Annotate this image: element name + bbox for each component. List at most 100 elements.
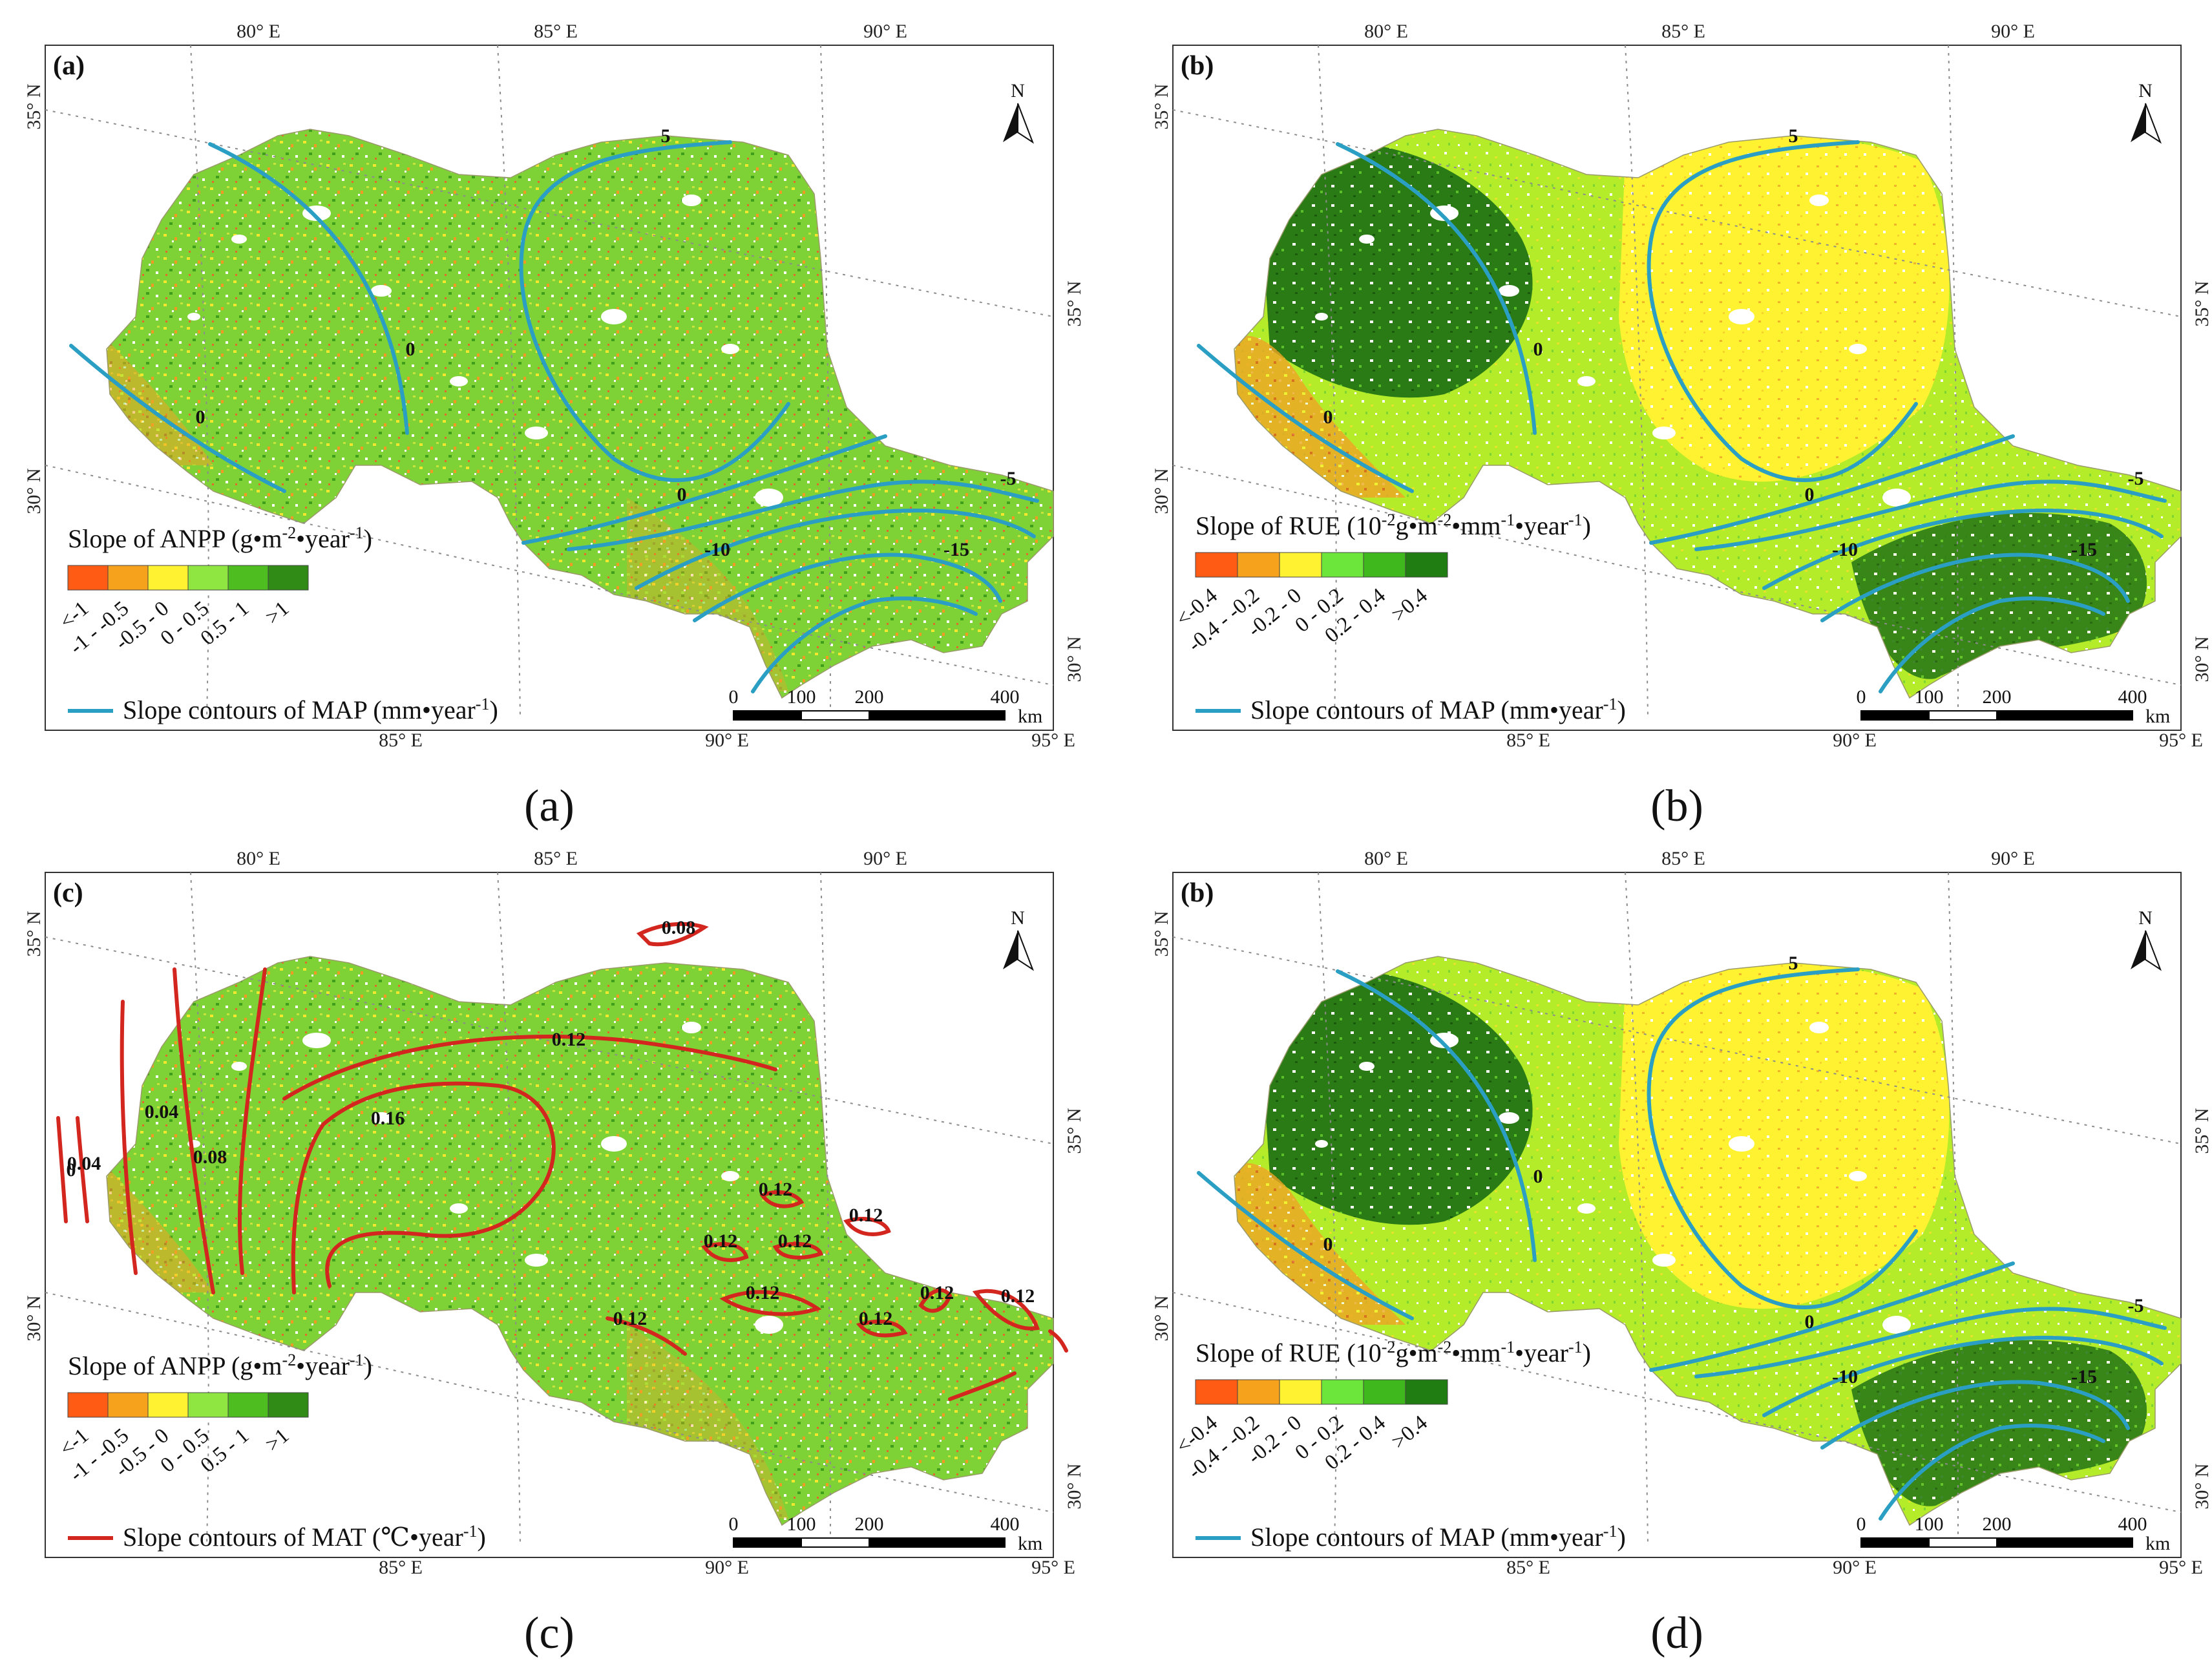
north-label: N (1011, 907, 1025, 929)
lon-label-top: 90° E (863, 848, 907, 869)
legend-swatch (1195, 552, 1238, 578)
contour-value: 0 (677, 484, 687, 505)
contour-value: 0.12 (920, 1282, 954, 1303)
lake (525, 427, 548, 439)
lake (450, 1203, 468, 1214)
contour-line (1820, 1380, 2130, 1450)
scale-tick: 400 (2118, 686, 2147, 708)
lake (1577, 1203, 1596, 1214)
scale-tick: 100 (787, 1513, 816, 1535)
contour-value: 0.12 (759, 1179, 793, 1200)
contour-legend-label: Slope contours of MAP (mm•year-1) (123, 695, 498, 724)
legend-title: Slope of ANPP (g•m-2•year-1) (68, 1351, 372, 1380)
lake (187, 313, 200, 321)
lake (601, 309, 627, 324)
lake (1729, 309, 1754, 324)
legend-swatch (1237, 552, 1280, 578)
lon-label-bottom: 95° E (1031, 730, 1075, 751)
panel-label: (b) (1181, 878, 1214, 908)
panel-caption: (a) (524, 781, 574, 831)
lon-label-top: 85° E (534, 21, 578, 42)
north-arrow: N (2131, 907, 2162, 971)
scale-unit: km (2145, 706, 2170, 727)
north-label: N (2138, 80, 2153, 101)
lat-label-left: 30° N (23, 1295, 45, 1341)
lat-label-left: 35° N (23, 83, 45, 129)
north-label: N (1011, 80, 1025, 101)
legend-swatch (147, 1392, 189, 1418)
lake (1315, 313, 1328, 321)
lake (1882, 489, 1911, 507)
north-arrow: N (1003, 80, 1035, 144)
contour-value: 0 (1805, 484, 1815, 505)
lon-label-bottom: 90° E (705, 730, 749, 751)
lake (601, 1136, 627, 1152)
contour-line (567, 480, 1039, 551)
contour-line (291, 1081, 556, 1294)
panel-d: 0 0 5 0 -5 -10 -15 Slope of RUE (10-2g•m-2•mm-1… (1151, 848, 2212, 1578)
contour-value: 0 (1323, 1234, 1333, 1255)
lon-label-top: 80° E (237, 21, 280, 42)
lake (1882, 1316, 1911, 1334)
lat-label-left: 30° N (1151, 468, 1172, 514)
contour-value: 0.12 (859, 1308, 893, 1329)
legend-swatch (268, 565, 309, 591)
lat-label-right: 30° N (1064, 1463, 1085, 1509)
contour-line (1879, 596, 2105, 693)
contour-line (772, 1241, 823, 1260)
lon-label-bottom: 85° E (1506, 1557, 1550, 1578)
contour-line (843, 1217, 891, 1236)
contour-line (751, 596, 978, 693)
north-arrow: N (1003, 907, 1035, 971)
legend-swatch (107, 565, 149, 591)
legend-swatch (187, 1392, 229, 1418)
legend-title: Slope of RUE (10-2g•m-2•mm-1•year-1) (1196, 1338, 1591, 1367)
legend-swatch (147, 565, 189, 591)
legend-swatch (1279, 552, 1322, 578)
legend-swatch (1195, 1379, 1238, 1405)
contour-value: -10 (1832, 539, 1858, 560)
lake (1849, 1171, 1867, 1181)
contour-line (1336, 142, 1537, 435)
contour-line (1694, 480, 2167, 551)
panel-label: (c) (53, 878, 83, 908)
lon-label-bottom: 85° E (379, 730, 423, 751)
lon-label-bottom: 90° E (1833, 730, 1877, 751)
coordinate-labels: 80° E 85° E 90° E 85° E 90° E 95° E 35° N 30° N… (23, 848, 1085, 1578)
contour-value: -15 (2071, 1366, 2097, 1387)
panel-label: (a) (53, 51, 85, 81)
legend-swatch (1363, 1379, 1406, 1405)
contour-legend-label: Slope contours of MAT (℃•year-1) (123, 1522, 486, 1552)
legend-swatch (1405, 552, 1448, 578)
lake (682, 1022, 701, 1033)
scale-tick: 0 (1857, 686, 1866, 708)
lat-label-right: 30° N (2191, 1463, 2212, 1509)
contour-line (173, 967, 215, 1294)
contour-line (972, 1289, 1040, 1331)
scale-tick: 0 (1857, 1513, 1866, 1535)
legend-swatch (67, 565, 109, 591)
contour-line (519, 140, 790, 482)
lake (682, 195, 701, 206)
lake (302, 1033, 331, 1048)
legend-swatch (1237, 1379, 1280, 1405)
contour-value: 0.12 (849, 1205, 883, 1226)
contour-value: -5 (2128, 468, 2144, 489)
lon-label-top: 80° E (1364, 21, 1408, 42)
contour-line (120, 1000, 138, 1275)
contour-line (1649, 434, 2015, 545)
scale-tick: 400 (991, 686, 1020, 708)
legend-swatch (187, 565, 229, 591)
lon-label-top: 85° E (534, 848, 578, 869)
contour-line (918, 1288, 953, 1313)
contour-value: 0.12 (778, 1230, 812, 1252)
contour-value: 0.12 (1001, 1285, 1035, 1307)
contour-line (521, 434, 887, 545)
panel-caption: (c) (524, 1608, 574, 1658)
legend-swatch (227, 565, 269, 591)
contour-line (237, 967, 267, 1275)
legend-swatch (1321, 552, 1364, 578)
